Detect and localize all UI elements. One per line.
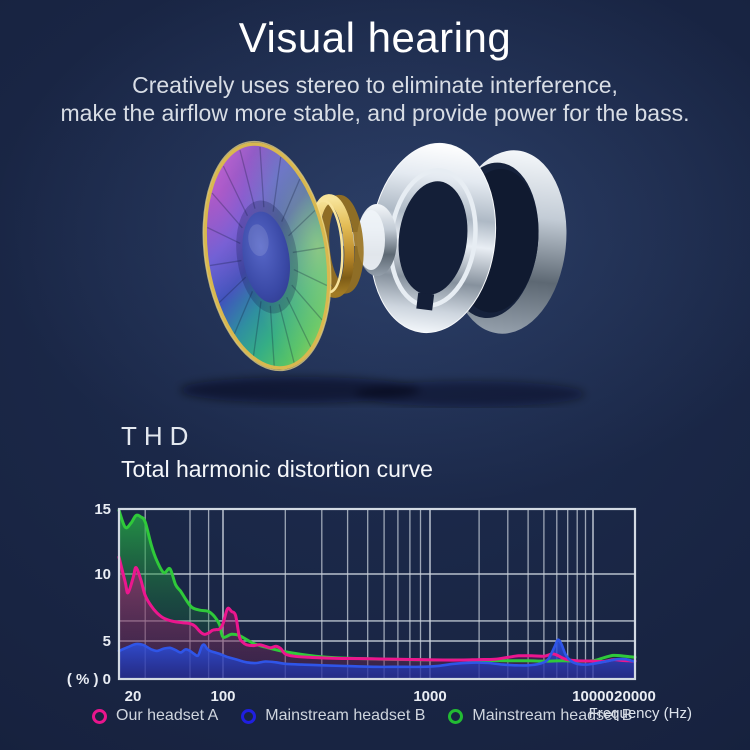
thd-subheading: Total harmonic distortion curve <box>121 456 433 482</box>
legend-label: Mainstream headset B <box>265 707 426 724</box>
diaphragm-spoke <box>293 268 328 287</box>
driver-diaphragm <box>202 140 332 372</box>
diaphragm-spoke <box>278 304 295 364</box>
driver-faceplate-ring <box>369 142 497 334</box>
chart-legend: Our headset A Mainstream headset B Mainstr… <box>92 707 632 725</box>
diaphragm-spoke <box>291 284 323 321</box>
diaphragm-spoke <box>281 178 301 222</box>
x-tick-label: 10000 <box>572 688 614 705</box>
y-tick-label: 5 <box>103 633 111 650</box>
diaphragm-spoke <box>239 149 256 209</box>
header: Visual hearing Creatively uses stereo to… <box>0 14 750 127</box>
series-lines <box>117 508 637 669</box>
legend-ring-icon <box>92 708 107 724</box>
diaphragm-spoke <box>233 291 254 335</box>
series-areas <box>119 510 635 679</box>
thd-chart: 15 10 5 ( % ) 0 20 100 1000 10000 20000Frequency… <box>67 501 692 722</box>
diaphragm-spoke <box>292 246 325 254</box>
legend-item: Mainstream headset B <box>448 707 632 725</box>
diaphragm-spoke <box>272 156 282 212</box>
diaphragm-spoke <box>252 301 262 357</box>
thd-heading: THD <box>121 421 196 451</box>
diaphragm-spoke <box>259 146 265 208</box>
x-tick-label: 20000 <box>614 688 656 705</box>
x-axis-title: Frequency (Hz) <box>589 705 692 722</box>
diaphragm-spoke <box>209 259 242 267</box>
x-tick-labels: 20 100 1000 10000 20000 <box>125 688 656 705</box>
series-line <box>117 638 637 669</box>
page-title: Visual hearing <box>238 14 512 61</box>
driver-shadow <box>180 377 585 407</box>
x-tick-label: 100 <box>210 688 235 705</box>
diaphragm-spoke <box>211 192 243 229</box>
legend-item: Mainstream headset B <box>241 707 425 725</box>
legend-ring-icon <box>448 708 464 724</box>
diaphragm-spoke <box>222 165 249 217</box>
page-subtitle: Creatively uses stereo to eliminate inte… <box>0 71 750 127</box>
legend-ring-icon <box>241 708 257 724</box>
diaphragm-spoke <box>207 226 241 245</box>
speaker-driver-exploded-image <box>180 140 585 407</box>
legend-item: Our headset A <box>92 707 218 725</box>
y-tick-label: ( % ) 0 <box>67 671 111 688</box>
legend-label: Our headset A <box>116 707 219 724</box>
y-tick-label: 15 <box>94 501 111 518</box>
subtitle-line-2: make the airflow more stable, and provid… <box>60 100 690 126</box>
diaphragm-spoke <box>288 209 316 237</box>
diaphragm-spoke <box>286 296 312 348</box>
diaphragm-spokes <box>207 146 328 367</box>
diaphragm-spoke <box>218 276 247 304</box>
series-line <box>117 555 637 664</box>
plot-border <box>117 507 637 681</box>
y-tick-label: 10 <box>94 566 111 583</box>
series-area <box>119 639 635 679</box>
series-area <box>119 557 635 679</box>
subtitle-line-1: Creatively uses stereo to eliminate inte… <box>132 72 618 98</box>
legend-label: Mainstream headset B <box>472 707 633 724</box>
x-tick-label: 1000 <box>413 688 446 705</box>
y-tick-labels: 15 10 5 ( % ) 0 <box>67 501 111 688</box>
diaphragm-spoke <box>269 305 275 367</box>
x-tick-label: 20 <box>125 688 142 705</box>
